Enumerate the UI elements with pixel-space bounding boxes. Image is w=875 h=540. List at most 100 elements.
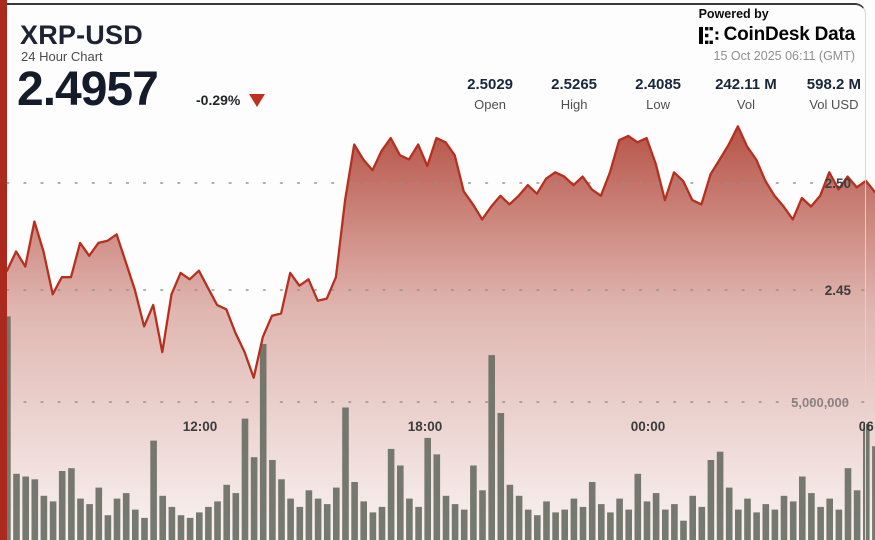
volume-bar: [351, 482, 358, 540]
volume-bar: [570, 498, 578, 540]
volume-bar: [406, 498, 413, 540]
volume-bar: [689, 495, 696, 540]
current-price: 2.4957: [17, 63, 159, 116]
volume-bar: [442, 495, 450, 540]
volume-bar: [762, 504, 770, 540]
volume-bar: [214, 501, 221, 540]
volume-bar: [259, 344, 267, 540]
stat-vol-usd: 598.2 M Vol USD: [807, 76, 861, 112]
volume-bar: [122, 493, 130, 540]
volume-bar: [707, 460, 715, 540]
stat-high: 2.5265 High: [547, 76, 601, 112]
volume-bar: [588, 482, 596, 540]
volume-bar: [296, 506, 304, 540]
volume-bar: [543, 501, 550, 540]
volume-bar: [488, 355, 495, 540]
volume-bar: [369, 512, 377, 540]
stat-vol: 242.11 M Vol: [715, 76, 777, 112]
volume-bar: [799, 476, 806, 540]
volume-bar: [753, 512, 760, 540]
stat-vol-usd-value: 598.2 M: [806, 76, 861, 93]
volume-bar: [826, 498, 833, 540]
stat-open-label: Open: [474, 97, 506, 112]
volume-bar: [287, 498, 294, 540]
volume-bar: [579, 506, 587, 540]
volume-bar: [177, 515, 185, 540]
volume-bar: [186, 517, 194, 540]
volume-bar: [616, 498, 623, 540]
volume-bar: [744, 498, 751, 540]
price-change: -0.29%: [196, 92, 266, 108]
volume-bar: [725, 487, 733, 540]
price-line: [5, 125, 875, 379]
volume-bar: [141, 517, 148, 540]
timestamp: 15 Oct 2025 06:11 (GMT): [713, 49, 856, 63]
volume-bar: [58, 471, 66, 540]
volume-bar: [680, 520, 687, 540]
volume-bar: [470, 465, 477, 540]
volume-bar: [223, 484, 230, 540]
time-axis-label: 18:00: [408, 419, 443, 434]
volume-bar: [132, 509, 139, 540]
volume-bar: [278, 479, 285, 540]
volume-bar: [789, 501, 797, 540]
stat-low: 2.4085 Low: [631, 76, 685, 112]
volume-bar: [451, 504, 459, 540]
volume-bar: [397, 465, 404, 540]
volume-bar: [643, 501, 651, 540]
volume-bar: [269, 460, 276, 540]
volume-bar: [232, 493, 240, 540]
stat-low-label: Low: [646, 97, 670, 112]
volume-bar: [808, 493, 815, 540]
volume-bar: [314, 498, 322, 540]
volume-bar: [378, 506, 386, 540]
volume-bar: [698, 506, 706, 540]
price-axis-label: 2.50: [825, 176, 851, 191]
volume-bar: [49, 501, 57, 540]
volume-bar: [95, 487, 103, 540]
volume-bar: [387, 448, 395, 540]
left-accent-strip: [0, 0, 7, 540]
coindesk-logo-text: CoinDesk Data: [723, 24, 856, 45]
stat-low-value: 2.4085: [635, 76, 682, 93]
volume-bar: [662, 509, 669, 540]
volume-bar: [40, 495, 48, 540]
price-area-fill: [7, 126, 875, 540]
time-axis-label: 00:00: [631, 419, 666, 434]
volume-bar: [113, 498, 121, 540]
chart-subtitle: 24 Hour Chart: [21, 49, 103, 64]
volume-bar: [863, 424, 870, 540]
volume-bar: [771, 509, 779, 540]
stat-high-value: 2.5265: [551, 76, 598, 93]
volume-bar: [524, 509, 532, 540]
volume-bar: [415, 506, 422, 540]
price-axis-label: 2.45: [825, 283, 852, 298]
volume-bar: [22, 476, 29, 540]
volume-bar: [716, 451, 724, 540]
volume-bar: [68, 468, 75, 540]
volume-bar: [817, 506, 824, 540]
volume-bar: [872, 446, 875, 540]
time-axis-label: 12:00: [183, 419, 218, 434]
volume-bar: [534, 515, 541, 540]
volume-bar: [205, 506, 212, 540]
volume-axis-label: 5,000,000: [791, 395, 849, 410]
change-percent: -0.29%: [196, 92, 241, 108]
volume-bar: [552, 512, 559, 540]
volume-bar: [735, 509, 742, 540]
price-down-triangle-icon: [249, 93, 266, 107]
volume-bar: [433, 454, 441, 540]
volume-bar: [250, 457, 258, 540]
volume-bar: [780, 495, 788, 540]
volume-bar: [333, 487, 340, 540]
volume-bar: [853, 490, 861, 540]
time-axis-label: 06:00: [859, 419, 875, 434]
volume-bar: [104, 515, 112, 540]
stat-open: 2.5029 Open: [463, 76, 517, 112]
volume-bar: [77, 498, 84, 540]
coindesk-logo-icon: [698, 26, 718, 44]
symbol-title: XRP-USD: [20, 20, 143, 50]
stat-vol-label: Vol: [736, 97, 755, 112]
